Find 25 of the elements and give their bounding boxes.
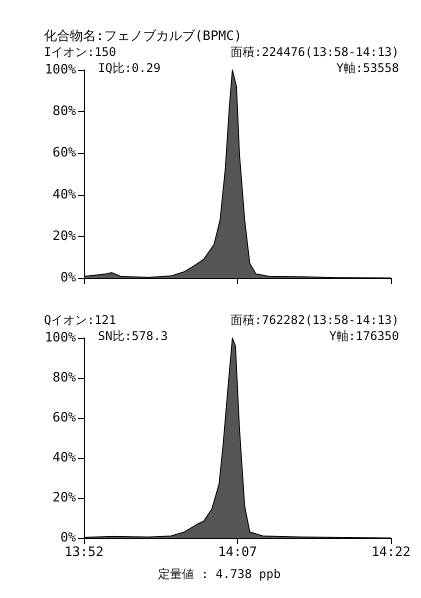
- y-tick-label: 40%: [52, 187, 76, 202]
- annotation: Y軸:176350: [329, 329, 399, 343]
- text: Qイオン:121: [44, 313, 116, 327]
- annotation: Y軸:53558: [336, 61, 400, 75]
- x-tick-label: 13:52: [64, 545, 104, 560]
- y-tick-label: 100%: [44, 62, 76, 78]
- y-tick-label: 60%: [52, 410, 76, 426]
- y-tick-label: 20%: [52, 228, 76, 244]
- text: 面積:762282(13:58-14:13): [230, 313, 400, 327]
- text: Iイオン:150: [44, 45, 116, 59]
- y-tick-label: 40%: [52, 450, 76, 466]
- x-tick-label: 14:22: [371, 545, 411, 560]
- chart-title: 化合物名:フェノブカルブ(BPMC): [44, 29, 242, 44]
- y-tick-label: 0%: [60, 530, 76, 546]
- y-tick-label: 80%: [52, 370, 76, 386]
- text: 面積:224476(13:58-14:13): [230, 45, 400, 59]
- annotation: SN比:578.3: [98, 329, 168, 343]
- y-tick-label: 100%: [44, 330, 76, 346]
- x-tick-label: 14:07: [218, 545, 258, 560]
- text: 定量値 : 4.738 ppb: [158, 567, 281, 581]
- y-tick-label: 20%: [52, 490, 76, 506]
- y-tick-label: 0%: [60, 270, 76, 286]
- y-tick-label: 80%: [52, 104, 76, 120]
- y-tick-label: 60%: [52, 146, 76, 161]
- annotation: IQ比:0.29: [98, 61, 161, 75]
